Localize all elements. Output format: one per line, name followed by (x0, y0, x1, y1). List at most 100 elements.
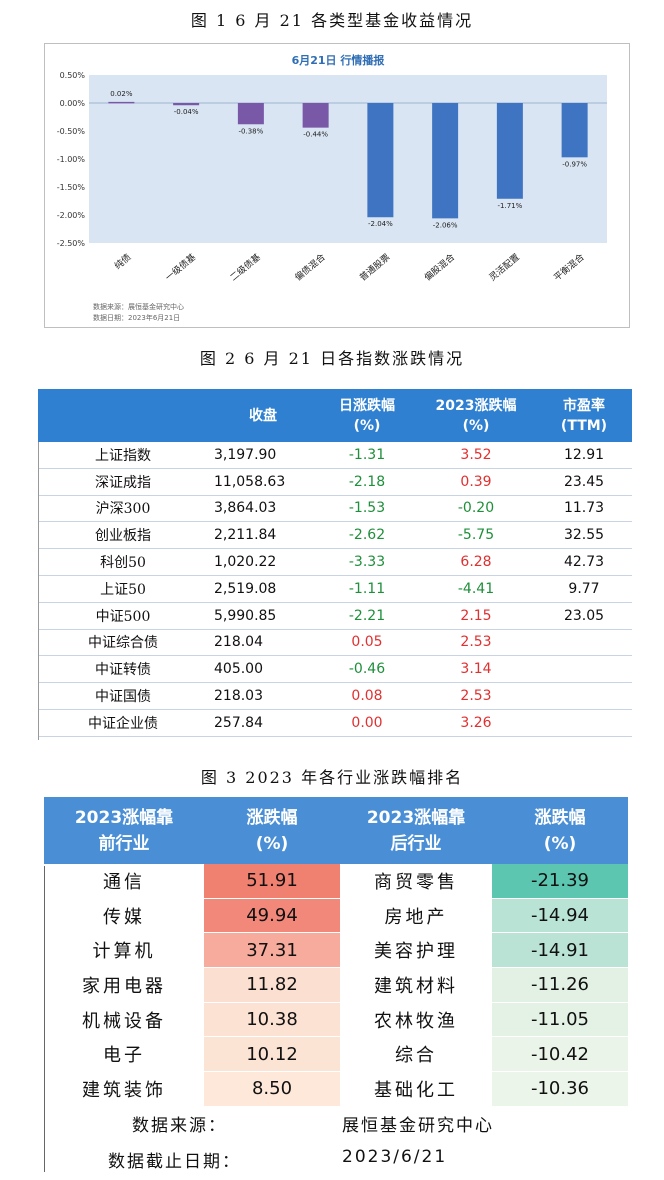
close-cell: 218.03 (208, 682, 318, 710)
bottom-industry-cell: 综合 (340, 1036, 492, 1073)
top-industry-cell: 通信 (44, 864, 204, 899)
table-row: 中证500 5,990.85 -2.21 2.15 23.05 (38, 602, 632, 630)
table-row: 创业板指 2,211.84 -2.62 -5.75 32.55 (38, 521, 632, 550)
category-label: 一级债基 (163, 251, 198, 283)
bottom-industry-cell: 农林牧渔 (340, 1002, 492, 1038)
close-cell: 5,990.85 (208, 602, 318, 630)
close-cell: 2,211.84 (208, 521, 318, 550)
index-name-cell: 中证综合债 (38, 629, 208, 657)
figure-1-caption: 图 1 6 月 21 各类型基金收益情况 (190, 11, 474, 30)
bar-value-label: -0.04% (174, 108, 199, 116)
bar (302, 103, 329, 128)
close-cell: 257.84 (208, 709, 318, 737)
daily-change-cell: 0.05 (318, 629, 416, 657)
table-row: 上证50 2,519.08 -1.11 -4.41 9.77 (38, 575, 632, 603)
ytd-change-cell: 2.53 (416, 629, 536, 657)
bar (561, 103, 588, 158)
table-row: 上证指数 3,197.90 -1.31 3.52 12.91 (38, 442, 632, 469)
table-left-border (44, 866, 45, 1172)
top-change-cell: 49.94 (204, 898, 340, 934)
bar-value-label: 0.02% (110, 90, 133, 98)
y-tick-label: 0.00% (60, 99, 86, 108)
close-cell: 3,864.03 (208, 495, 318, 523)
pe-cell: 32.55 (536, 521, 632, 550)
index-name-cell: 科创50 (38, 548, 208, 576)
ytd-change-cell: 3.26 (416, 709, 536, 737)
header-cell-top-industry: 2023涨幅靠 前行业 (44, 797, 204, 864)
close-cell: 218.04 (208, 629, 318, 657)
pe-cell: 42.73 (536, 548, 632, 576)
bar-value-label: -1.71% (497, 202, 522, 210)
top-change-cell: 51.91 (204, 864, 340, 899)
industry-ranking-table: 2023涨幅靠 前行业 涨跌幅 (%) 2023涨幅靠 后行业 涨跌幅 (%) 通信 51… (44, 797, 628, 1107)
header-cell-close: 收盘 (208, 389, 318, 442)
source-note: 数据来源： 展恒基金研究中心 数据截止日期： 2023/6/21 (44, 1105, 628, 1177)
fund-returns-chart: 6月21日 行情播报 0.50% 0.00% -0.50% -1.00% -1.50% -2… (44, 43, 630, 328)
top-industry-cell: 计算机 (44, 932, 204, 969)
source-label: 数据来源： (132, 1116, 227, 1136)
table-row: 中证转债 405.00 -0.46 3.14 (38, 655, 632, 684)
close-cell: 1,020.22 (208, 548, 318, 576)
bar-chart-svg: 6月21日 行情播报 0.50% 0.00% -0.50% -1.00% -1.50% -2… (57, 53, 607, 322)
bar-value-label: -2.06% (433, 221, 458, 229)
ytd-change-cell: 2.15 (416, 602, 536, 630)
table-left-border (38, 442, 39, 740)
index-name-cell: 沪深300 (38, 495, 208, 523)
index-name-cell: 中证企业债 (38, 709, 208, 737)
bottom-industry-cell: 建筑材料 (340, 967, 492, 1003)
ytd-change-cell: -0.20 (416, 495, 536, 523)
bar-value-label: -0.44% (303, 131, 328, 139)
bar-value-label: -0.38% (238, 127, 263, 135)
chart-source-note: 数据来源：展恒基金研究中心 (93, 302, 184, 311)
index-name-cell: 上证指数 (38, 442, 208, 469)
index-name-cell: 中证500 (38, 602, 208, 630)
bar (108, 101, 135, 104)
daily-change-cell: -1.31 (318, 442, 416, 469)
top-industry-cell: 传媒 (44, 898, 204, 934)
ytd-change-cell: 3.52 (416, 442, 536, 469)
pe-cell (536, 655, 632, 684)
bar (432, 103, 459, 219)
bottom-change-cell: -14.91 (492, 932, 628, 969)
daily-change-cell: -2.21 (318, 602, 416, 630)
table-row: 中证企业债 257.84 0.00 3.26 (38, 709, 632, 737)
category-label: 普通股票 (357, 251, 392, 283)
bar (237, 103, 264, 125)
top-industry-cell: 建筑装饰 (44, 1071, 204, 1107)
category-label: 纯债 (112, 251, 134, 272)
ytd-change-cell: 2.53 (416, 682, 536, 710)
daily-change-cell: -3.33 (318, 548, 416, 576)
table-row: 中证综合债 218.04 0.05 2.53 (38, 629, 632, 657)
daily-change-cell: -1.11 (318, 575, 416, 603)
ytd-change-cell: 3.14 (416, 655, 536, 684)
bar (367, 103, 394, 218)
index-performance-table: 收盘 日涨跌幅 (%) 2023涨跌幅 (%) 市盈率 (TTM) 上证指数 3,197… (38, 389, 632, 737)
close-cell: 2,519.08 (208, 575, 318, 603)
ytd-change-cell: -4.41 (416, 575, 536, 603)
top-change-cell: 37.31 (204, 932, 340, 969)
date-label: 数据截止日期： (108, 1152, 241, 1172)
bottom-change-cell: -21.39 (492, 864, 628, 899)
header-cell-name (38, 389, 208, 442)
close-cell: 3,197.90 (208, 442, 318, 469)
close-cell: 11,058.63 (208, 468, 318, 496)
daily-change-cell: 0.00 (318, 709, 416, 737)
chart-date-note: 数据日期：2023年6月21日 (93, 313, 180, 322)
daily-change-cell: -2.18 (318, 468, 416, 496)
pe-cell (536, 629, 632, 657)
bottom-change-cell: -10.42 (492, 1036, 628, 1073)
header-cell-ytd-change: 2023涨跌幅 (%) (416, 389, 536, 442)
pe-cell (536, 709, 632, 737)
table-row: 传媒 49.94 房地产 -14.94 (44, 898, 628, 934)
table-row: 中证国债 218.03 0.08 2.53 (38, 682, 632, 710)
header-cell-daily-change: 日涨跌幅 (%) (318, 389, 416, 442)
table-row: 建筑装饰 8.50 基础化工 -10.36 (44, 1071, 628, 1107)
index-name-cell: 深证成指 (38, 468, 208, 496)
index-name-cell: 创业板指 (38, 521, 208, 550)
bottom-industry-cell: 商贸零售 (340, 864, 492, 899)
table-row: 深证成指 11,058.63 -2.18 0.39 23.45 (38, 468, 632, 496)
top-change-cell: 8.50 (204, 1071, 340, 1107)
bottom-change-cell: -11.05 (492, 1002, 628, 1038)
category-label: 偏债混合 (292, 251, 327, 283)
bar (496, 103, 523, 199)
